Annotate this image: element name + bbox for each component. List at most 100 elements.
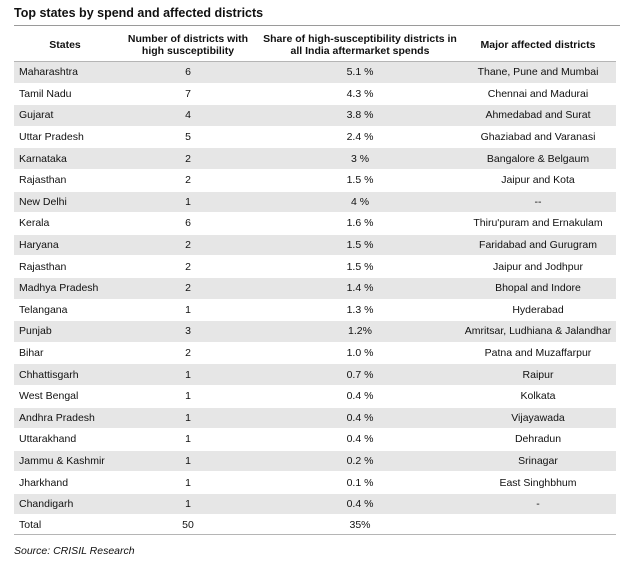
share-cell: 0.4 %	[260, 428, 460, 451]
major-districts-cell: Vijayawada	[460, 407, 616, 430]
table-row: Chhattisgarh 1 0.7 % Raipur	[14, 363, 616, 386]
share-cell: 1.4 %	[260, 277, 460, 300]
district-count-cell: 2	[116, 255, 260, 278]
major-districts-cell: Jaipur and Kota	[460, 169, 616, 192]
district-count-cell: 1	[116, 471, 260, 494]
header-states: States	[14, 29, 116, 62]
share-cell: 0.1 %	[260, 471, 460, 494]
state-cell: Tamil Nadu	[14, 83, 116, 106]
major-districts-cell: Hyderabad	[460, 299, 616, 322]
major-districts-cell: --	[460, 191, 616, 214]
district-count-cell: 5	[116, 126, 260, 149]
state-cell: Andhra Pradesh	[14, 407, 116, 430]
share-cell: 1.6 %	[260, 212, 460, 235]
state-cell: West Bengal	[14, 385, 116, 408]
share-cell: 3.8 %	[260, 104, 460, 127]
table-row: Telangana 1 1.3 % Hyderabad	[14, 299, 616, 322]
district-count-cell: 7	[116, 83, 260, 106]
state-cell: Telangana	[14, 299, 116, 322]
table-row: Bihar 2 1.0 % Patna and Muzaffarpur	[14, 342, 616, 365]
share-cell: 3 %	[260, 147, 460, 170]
state-cell: Chandigarh	[14, 493, 116, 516]
share-cell: 1.5 %	[260, 255, 460, 278]
table-row: Jharkhand 1 0.1 % East Singhbhum	[14, 471, 616, 494]
state-cell: Jharkhand	[14, 471, 116, 494]
header-share: Share of high-susceptibility districts i…	[260, 29, 460, 62]
state-cell: Rajasthan	[14, 255, 116, 278]
district-count-cell: 4	[116, 104, 260, 127]
share-cell: 1.0 %	[260, 342, 460, 365]
district-count-cell: 1	[116, 299, 260, 322]
title-divider	[14, 25, 620, 26]
major-districts-cell: Chennai and Madurai	[460, 83, 616, 106]
major-districts-cell: Dehradun	[460, 428, 616, 451]
states-table: States Number of districts with high sus…	[14, 29, 616, 536]
district-count-cell: 1	[116, 407, 260, 430]
table-row: Rajasthan 2 1.5 % Jaipur and Kota	[14, 169, 616, 192]
district-count-cell: 1	[116, 191, 260, 214]
state-cell: Karnataka	[14, 147, 116, 170]
state-cell: Madhya Pradesh	[14, 277, 116, 300]
state-cell: Haryana	[14, 234, 116, 257]
major-districts-cell: Patna and Muzaffarpur	[460, 342, 616, 365]
header-major-districts: Major affected districts	[460, 29, 616, 62]
table-row: Rajasthan 2 1.5 % Jaipur and Jodhpur	[14, 255, 616, 278]
share-cell: 2.4 %	[260, 126, 460, 149]
state-cell: Bihar	[14, 342, 116, 365]
total-share: 35%	[260, 514, 460, 536]
source-note: Source: CRISIL Research	[14, 545, 135, 557]
header-district-count: Number of districts with high susceptibi…	[116, 29, 260, 62]
major-districts-cell: Kolkata	[460, 385, 616, 408]
table-row: Karnataka 2 3 % Bangalore & Belgaum	[14, 147, 616, 170]
state-cell: Uttar Pradesh	[14, 126, 116, 149]
share-cell: 5.1 %	[260, 61, 460, 84]
share-cell: 4 %	[260, 191, 460, 214]
table-title: Top states by spend and affected distric…	[14, 6, 264, 20]
district-count-cell: 2	[116, 169, 260, 192]
major-districts-cell: Amritsar, Ludhiana & Jalandhar	[460, 320, 616, 343]
table-row: New Delhi 1 4 % --	[14, 191, 616, 214]
table-row: West Bengal 1 0.4 % Kolkata	[14, 385, 616, 408]
table-row: Gujarat 4 3.8 % Ahmedabad and Surat	[14, 104, 616, 127]
district-count-cell: 6	[116, 212, 260, 235]
state-cell: Rajasthan	[14, 169, 116, 192]
state-cell: Jammu & Kashmir	[14, 450, 116, 473]
share-cell: 1.5 %	[260, 234, 460, 257]
district-count-cell: 2	[116, 147, 260, 170]
district-count-cell: 2	[116, 342, 260, 365]
district-count-cell: 1	[116, 363, 260, 386]
state-cell: Kerala	[14, 212, 116, 235]
district-count-cell: 1	[116, 385, 260, 408]
table-row: Kerala 6 1.6 % Thiru'puram and Ernakulam	[14, 212, 616, 235]
table-row: Madhya Pradesh 2 1.4 % Bhopal and Indore	[14, 277, 616, 300]
table-row: Maharashtra 6 5.1 % Thane, Pune and Mumbai	[14, 61, 616, 84]
share-cell: 1.3 %	[260, 299, 460, 322]
major-districts-cell: Faridabad and Gurugram	[460, 234, 616, 257]
table-row: Punjab 3 1.2% Amritsar, Ludhiana & Jalandha…	[14, 320, 616, 343]
district-count-cell: 2	[116, 234, 260, 257]
major-districts-cell: East Singhbhum	[460, 471, 616, 494]
district-count-cell: 2	[116, 277, 260, 300]
table-row: Andhra Pradesh 1 0.4 % Vijayawada	[14, 407, 616, 430]
major-districts-cell: -	[460, 493, 616, 516]
district-count-cell: 6	[116, 61, 260, 84]
district-count-cell: 1	[116, 428, 260, 451]
table-row: Tamil Nadu 7 4.3 % Chennai and Madurai	[14, 83, 616, 106]
major-districts-cell: Srinagar	[460, 450, 616, 473]
state-cell: Gujarat	[14, 104, 116, 127]
share-cell: 1.5 %	[260, 169, 460, 192]
major-districts-cell: Bhopal and Indore	[460, 277, 616, 300]
total-row: Total 50 35%	[14, 514, 616, 536]
major-districts-cell: Ghaziabad and Varanasi	[460, 126, 616, 149]
state-cell: New Delhi	[14, 191, 116, 214]
major-districts-cell: Raipur	[460, 363, 616, 386]
total-label: Total	[14, 514, 116, 536]
table-body: Maharashtra 6 5.1 % Thane, Pune and Mumbai T…	[14, 61, 616, 536]
table-row: Haryana 2 1.5 % Faridabad and Gurugram	[14, 234, 616, 257]
table-row: Chandigarh 1 0.4 % -	[14, 493, 616, 516]
share-cell: 0.4 %	[260, 493, 460, 516]
major-districts-cell: Jaipur and Jodhpur	[460, 255, 616, 278]
state-cell: Punjab	[14, 320, 116, 343]
district-count-cell: 1	[116, 493, 260, 516]
total-count: 50	[116, 514, 260, 536]
